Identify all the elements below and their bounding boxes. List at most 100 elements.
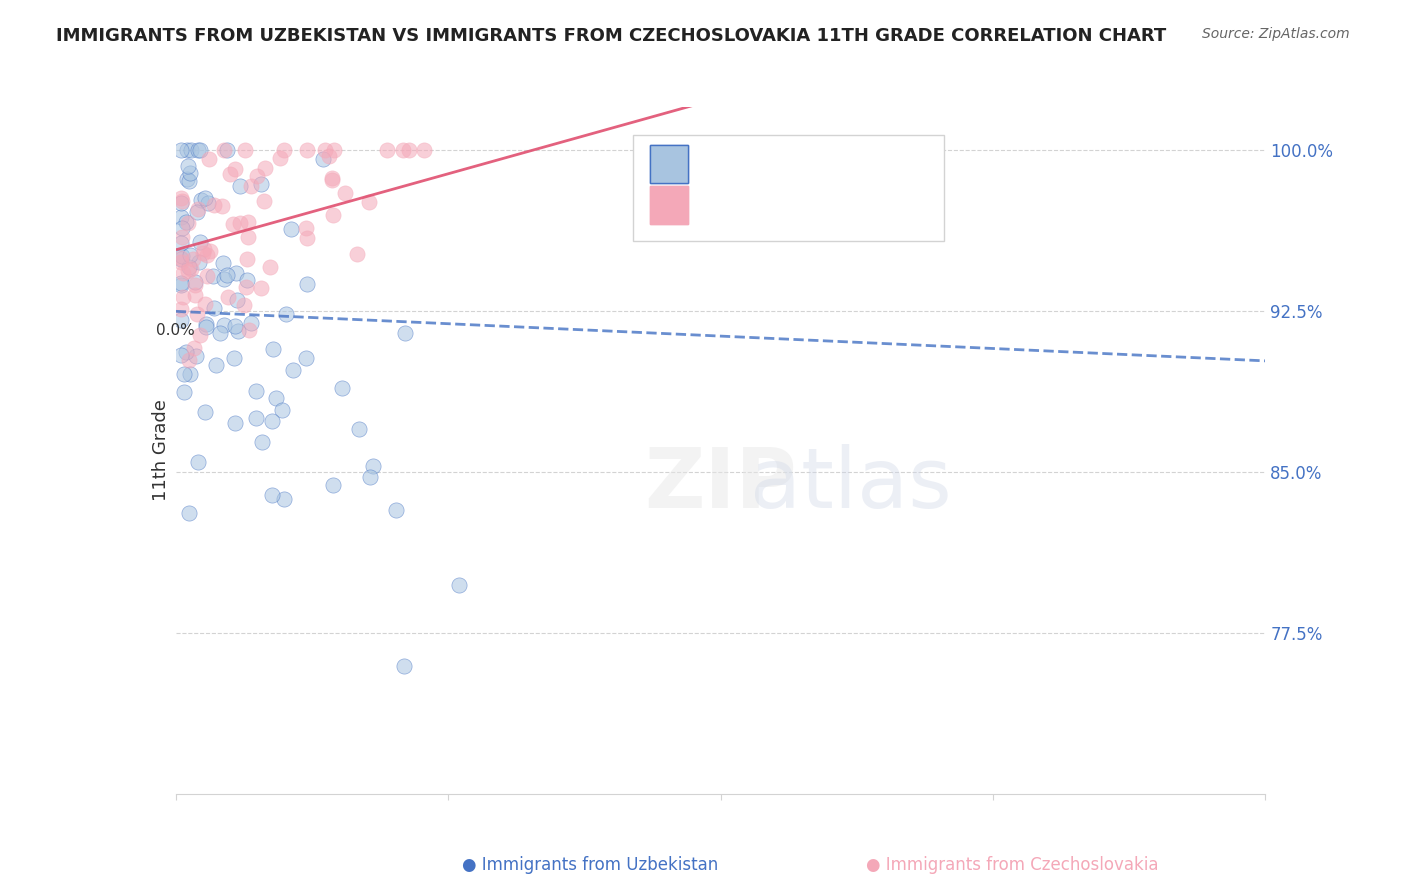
- Point: [174, 215, 197, 229]
- Point: [177, 216, 200, 230]
- Point: [170, 252, 193, 266]
- Point: [212, 256, 235, 270]
- Point: [186, 307, 208, 321]
- Point: [176, 172, 198, 186]
- Point: [177, 174, 200, 188]
- Point: [245, 384, 267, 399]
- Point: [245, 410, 267, 425]
- Point: [314, 143, 336, 157]
- Point: [170, 191, 193, 205]
- Point: [170, 194, 193, 208]
- Text: ● Immigrants from Czechoslovakia: ● Immigrants from Czechoslovakia: [866, 855, 1159, 873]
- Point: [280, 222, 302, 236]
- Point: [361, 458, 384, 473]
- Point: [322, 208, 344, 222]
- Point: [194, 191, 217, 205]
- Point: [214, 318, 236, 333]
- Point: [236, 252, 259, 266]
- Point: [398, 143, 420, 157]
- Point: [250, 281, 273, 295]
- Point: [172, 290, 194, 304]
- Point: [172, 266, 194, 280]
- Point: [269, 151, 291, 165]
- Point: [183, 341, 205, 355]
- Point: [262, 488, 284, 502]
- Point: [392, 143, 415, 157]
- Point: [322, 477, 344, 491]
- Point: [179, 166, 201, 180]
- Point: [172, 221, 194, 235]
- Point: [266, 391, 288, 405]
- Point: [188, 255, 211, 269]
- Point: [217, 290, 239, 304]
- Point: [321, 173, 343, 187]
- Point: [347, 421, 370, 435]
- Point: [179, 353, 201, 368]
- Point: [190, 194, 212, 208]
- Point: [194, 320, 217, 334]
- Point: [187, 454, 209, 468]
- Point: [173, 367, 195, 381]
- Point: [239, 179, 262, 194]
- Point: [180, 143, 202, 157]
- Point: [332, 381, 354, 395]
- Point: [211, 199, 233, 213]
- Point: [273, 491, 295, 506]
- Point: [187, 143, 209, 157]
- Point: [170, 143, 193, 157]
- Point: [180, 261, 202, 276]
- Point: [270, 402, 292, 417]
- Text: R = -0.026   N = 82: R = -0.026 N = 82: [696, 143, 859, 161]
- Point: [170, 313, 193, 327]
- Point: [394, 326, 416, 340]
- Point: [276, 307, 298, 321]
- Point: [170, 254, 193, 268]
- Point: [188, 143, 211, 157]
- Point: [321, 171, 343, 186]
- Point: [184, 275, 207, 289]
- Point: [219, 167, 242, 181]
- Point: [174, 345, 197, 359]
- Text: ZIP: ZIP: [644, 444, 797, 525]
- Point: [209, 326, 232, 340]
- Point: [170, 252, 193, 266]
- Point: [240, 316, 263, 330]
- Point: [385, 503, 408, 517]
- Point: [225, 266, 247, 280]
- Point: [179, 260, 201, 275]
- Point: [186, 205, 208, 219]
- Point: [273, 143, 295, 157]
- Point: [170, 348, 193, 362]
- Point: [392, 658, 415, 673]
- Point: [238, 215, 260, 229]
- Point: [312, 153, 335, 167]
- Point: [197, 196, 219, 211]
- Point: [259, 260, 281, 274]
- Point: [281, 362, 304, 376]
- Point: [184, 277, 207, 292]
- Point: [224, 319, 246, 334]
- Point: [228, 178, 250, 193]
- Text: atlas: atlas: [751, 444, 952, 525]
- Point: [201, 268, 224, 283]
- Point: [170, 277, 193, 291]
- FancyBboxPatch shape: [633, 135, 943, 241]
- Point: [204, 359, 226, 373]
- Point: [170, 195, 193, 210]
- Point: [191, 246, 214, 260]
- Point: [170, 235, 193, 250]
- Point: [224, 351, 246, 365]
- Point: [233, 298, 256, 312]
- Point: [186, 349, 208, 363]
- Point: [250, 434, 273, 449]
- Point: [229, 216, 252, 230]
- Point: [262, 414, 284, 428]
- Point: [294, 351, 316, 365]
- Point: [359, 194, 381, 209]
- Text: R =   0.311   N = 65: R = 0.311 N = 65: [696, 184, 863, 202]
- Point: [172, 229, 194, 244]
- Point: [233, 143, 256, 157]
- Point: [294, 220, 316, 235]
- Point: [217, 268, 239, 282]
- Point: [202, 197, 225, 211]
